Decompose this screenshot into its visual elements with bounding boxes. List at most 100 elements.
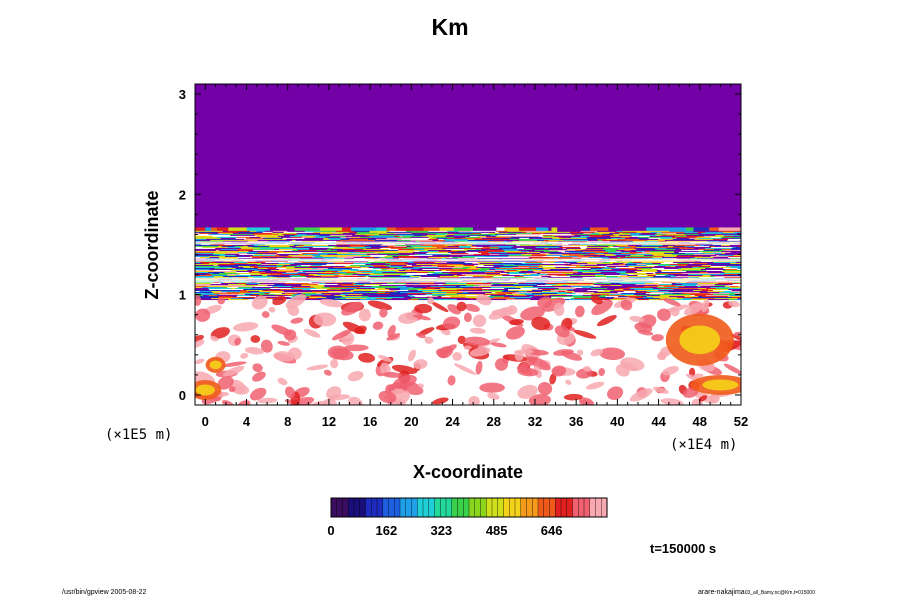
- field-blob: [231, 384, 250, 395]
- x-tick-label: 0: [202, 414, 209, 429]
- colorbar-swatch: [561, 498, 568, 517]
- field-blob: [561, 350, 583, 361]
- field-blob: [457, 335, 466, 344]
- field-blob: [637, 329, 654, 336]
- colorbar-swatch: [543, 498, 551, 517]
- field-blob: [250, 335, 261, 343]
- field-blob: [330, 359, 339, 369]
- field-blob: [591, 299, 613, 316]
- field-blob: [232, 322, 259, 332]
- field-blob: [660, 398, 684, 405]
- field-blob: [378, 354, 392, 362]
- field-blob: [326, 386, 342, 400]
- colorbar-swatch: [331, 498, 338, 517]
- field-blob: [222, 365, 245, 377]
- field-blob: [413, 359, 428, 370]
- field-blob: [290, 317, 304, 324]
- field-blob: [476, 294, 492, 306]
- field-cell: [328, 227, 343, 231]
- field-blob: [468, 395, 480, 405]
- field-hotspot-core: [195, 384, 215, 396]
- field-blob: [537, 382, 553, 396]
- field-blob: [195, 358, 205, 365]
- field-blob: [283, 329, 297, 341]
- colorbar-swatch: [371, 498, 378, 517]
- field-blob: [415, 332, 426, 339]
- y-tick-label: 3: [179, 87, 186, 102]
- field-cell: [453, 227, 474, 231]
- field-blob: [709, 393, 720, 404]
- colorbar-swatch: [382, 498, 390, 517]
- footer-right-source: 03_all_Bamy.nc@Km,t=015000: [744, 590, 815, 596]
- field-cell: [536, 227, 549, 231]
- field-blob: [517, 384, 538, 399]
- field-blob: [549, 373, 557, 385]
- field-blob: [252, 371, 266, 382]
- field-cell: [548, 227, 552, 231]
- colorbar-swatch: [434, 498, 441, 517]
- field-blob: [629, 388, 653, 402]
- field-cell: [518, 227, 537, 231]
- field-blob: [452, 352, 462, 361]
- field-cell: [205, 227, 212, 231]
- field-cell: [216, 227, 229, 231]
- colorbar-swatch: [532, 498, 539, 517]
- x-unit-label: (×1E4 m): [670, 437, 737, 453]
- field-blob: [447, 375, 456, 386]
- colorbar-swatch: [492, 498, 499, 517]
- field-blob: [431, 301, 449, 313]
- field-blob: [277, 340, 290, 346]
- field-blob: [599, 347, 626, 361]
- colorbar-swatch: [359, 498, 367, 517]
- field-blob: [289, 397, 315, 405]
- field-blob: [463, 345, 472, 350]
- field-blob: [565, 379, 572, 385]
- field-cell: [391, 227, 397, 231]
- field-blob: [620, 357, 645, 372]
- field-blob: [723, 363, 741, 375]
- field-blob: [698, 395, 708, 402]
- field-blob: [358, 352, 375, 363]
- field-blob: [285, 294, 307, 309]
- field-blob: [393, 374, 417, 389]
- field-blob: [272, 295, 287, 306]
- field-blob: [228, 386, 236, 393]
- colorbar-swatch: [440, 498, 447, 517]
- field-blob: [583, 365, 592, 372]
- colorbar-swatch: [348, 498, 355, 517]
- x-tick-label: 8: [284, 414, 291, 429]
- colorbar-swatch: [578, 498, 585, 517]
- colorbar-swatch: [457, 498, 464, 517]
- field-blob: [379, 307, 388, 318]
- y-tick-label: 1: [179, 288, 186, 303]
- field-cell: [625, 227, 647, 231]
- field-blob: [553, 302, 565, 317]
- footer-left: /usr/bin/gpview 2005-08-22: [62, 589, 147, 596]
- field-blob: [662, 365, 679, 376]
- field-blob: [479, 382, 505, 393]
- field-blob: [342, 321, 366, 335]
- field-blob: [195, 335, 204, 343]
- field-hotspot-core: [702, 379, 739, 391]
- x-tick-label: 16: [363, 414, 377, 429]
- field-blob: [378, 390, 397, 404]
- field-blob: [306, 364, 329, 371]
- colorbar-swatch: [515, 498, 522, 517]
- field-blob: [657, 308, 671, 322]
- field-blob: [331, 329, 352, 341]
- field-cell: [739, 262, 741, 266]
- field-blob: [372, 321, 384, 330]
- colorbar-tick-label: 323: [430, 523, 452, 538]
- field-blob: [442, 316, 461, 330]
- field-blob: [513, 349, 534, 355]
- field-blob: [563, 393, 583, 401]
- field-blob: [408, 349, 416, 362]
- field-blob: [663, 298, 681, 307]
- y-unit-label: (×1E5 m): [105, 427, 172, 443]
- colorbar-tick-label: 646: [541, 523, 563, 538]
- field-blob: [261, 311, 270, 318]
- field-blob: [464, 336, 491, 346]
- field-blob: [490, 342, 507, 348]
- field-blob: [574, 305, 585, 318]
- field-blob: [683, 302, 704, 316]
